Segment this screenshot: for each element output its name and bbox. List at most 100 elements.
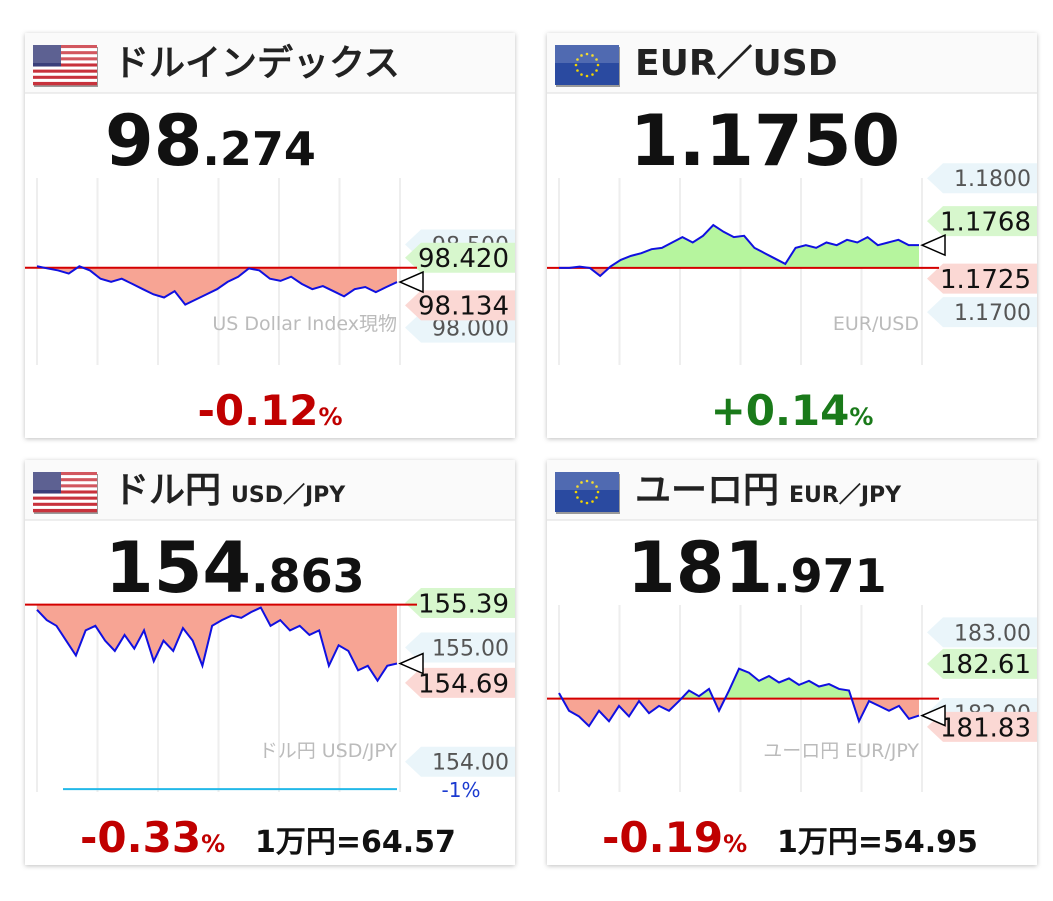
current-marker xyxy=(398,270,424,294)
watermark: ドル円 USD/JPY xyxy=(259,740,398,762)
panel-title: EUR／USD xyxy=(635,43,838,84)
low-label-text: 98.134 xyxy=(418,292,509,322)
change-unit: % xyxy=(201,830,225,858)
change: -0.19% xyxy=(602,813,747,862)
title-sub: USD／JPY xyxy=(231,483,346,508)
header-bg xyxy=(547,33,1037,93)
tick-label: 1.1700 xyxy=(927,297,1037,328)
flag-star xyxy=(580,481,583,484)
current-marker xyxy=(920,704,946,727)
flag-stripe xyxy=(33,69,97,73)
current-marker xyxy=(398,652,424,675)
high-label-bg xyxy=(405,587,515,618)
price-line xyxy=(36,265,398,306)
flag-stripe xyxy=(33,78,97,83)
conversion: 1万円=54.95 xyxy=(777,825,978,860)
flag-star xyxy=(576,496,579,499)
flag-star xyxy=(574,490,578,494)
low-label-text: 154.69 xyxy=(418,669,509,699)
change: +0.14% xyxy=(711,386,874,435)
tick-label-bg xyxy=(405,632,515,663)
flag-stripe xyxy=(33,505,97,510)
high-label-text: 98.420 xyxy=(418,244,509,274)
title-main: ドルインデックス xyxy=(113,42,400,84)
tick-label: 154.00 xyxy=(405,746,515,777)
flag-stripe xyxy=(33,48,97,52)
flag-star xyxy=(585,479,589,483)
flag-star xyxy=(591,54,594,57)
price-minor: .274 xyxy=(202,122,316,176)
price-major: 181 xyxy=(627,527,773,609)
flag-stripe xyxy=(33,508,97,513)
high-label: 182.61 xyxy=(927,648,1037,680)
flag xyxy=(555,472,620,514)
flag-stripe xyxy=(33,481,97,485)
low-label: 181.83 xyxy=(927,711,1037,743)
flag-stripe xyxy=(33,66,97,70)
quote-panel: ユーロ円 EUR／JPY 181.971 ユーロ円 EUR/JPY 183.00 182.… xyxy=(547,460,1037,865)
area-up xyxy=(559,225,919,268)
flag-star xyxy=(595,485,598,488)
flag-star xyxy=(580,73,583,76)
tick-label: 1.1800 xyxy=(927,163,1037,194)
flag-star xyxy=(585,74,589,78)
low-label-text: 181.83 xyxy=(940,713,1031,743)
low-label-bg xyxy=(927,711,1037,742)
low-label: 154.69 xyxy=(405,667,515,699)
quote-panel: ドル円 USD／JPY 154.863 ドル円 USD/JPY 155.00 154.00… xyxy=(25,460,515,865)
flag-star xyxy=(580,54,583,57)
flag-star xyxy=(595,496,598,499)
change: -0.33% xyxy=(80,813,225,862)
flag-gloss xyxy=(33,45,97,63)
title-sub: EUR／JPY xyxy=(789,483,902,508)
tick-label-text: 155.00 xyxy=(432,636,509,661)
flag-stripe xyxy=(33,75,97,80)
high-label-bg xyxy=(927,206,1037,237)
flag-stripe xyxy=(33,487,97,491)
flag-star xyxy=(576,58,579,61)
tick-label-text: 154.00 xyxy=(432,751,509,776)
flag xyxy=(555,45,620,87)
tick-label-text: 183.00 xyxy=(954,621,1031,646)
flag-stripe xyxy=(33,475,97,479)
flag-star xyxy=(574,63,578,67)
high-label-text: 1.1768 xyxy=(940,207,1031,237)
title-main: ユーロ円 xyxy=(635,470,779,511)
high-label-bg xyxy=(927,648,1037,679)
flag-stripe xyxy=(33,60,97,64)
flag-field xyxy=(555,45,619,85)
flag-star xyxy=(595,69,598,72)
area-down xyxy=(37,604,397,681)
flag-stripe xyxy=(33,45,97,49)
change-unit: % xyxy=(849,403,873,431)
flag-star xyxy=(591,481,594,484)
flag xyxy=(33,472,98,514)
area-down xyxy=(559,698,919,727)
flag-star xyxy=(595,58,598,61)
flag-field xyxy=(555,472,619,512)
panel-title: ドル円 USD／JPY xyxy=(113,470,346,511)
flag-star xyxy=(585,52,589,56)
tick-label-bg xyxy=(927,297,1037,328)
flag-gloss xyxy=(555,45,619,63)
flag-stripe xyxy=(33,63,97,67)
change-value: -0.12 xyxy=(197,386,318,435)
low-label-bg xyxy=(405,667,515,698)
flag-star xyxy=(576,485,579,488)
area-up xyxy=(559,668,919,699)
price-line xyxy=(559,223,919,278)
high-label-bg xyxy=(405,242,515,273)
flag-gloss xyxy=(555,472,619,490)
flag-stripe xyxy=(33,484,97,488)
low-label: 98.134 xyxy=(405,290,515,322)
price-major: 154 xyxy=(105,527,251,609)
flag-stripe xyxy=(33,496,97,500)
watermark: ユーロ円 EUR/JPY xyxy=(763,740,919,762)
change-value: -0.19 xyxy=(602,813,723,862)
flag xyxy=(33,45,98,87)
low-label-bg xyxy=(927,263,1037,294)
flag-canton xyxy=(33,472,61,494)
flag-stripe xyxy=(33,57,97,61)
flag-stripe xyxy=(33,472,97,476)
